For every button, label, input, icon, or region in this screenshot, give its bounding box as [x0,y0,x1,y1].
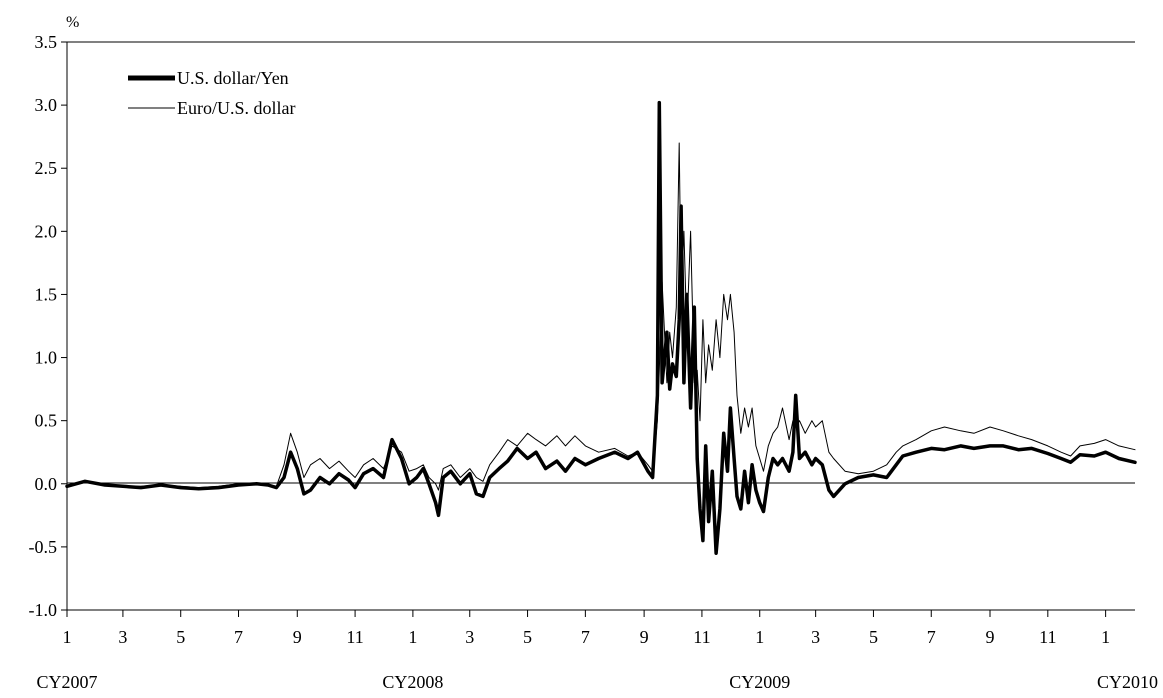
x-tick-label: 9 [293,627,302,647]
x-tick-label: 9 [986,627,995,647]
axes [66,41,1135,611]
y-tick-label: -0.5 [29,537,58,557]
y-tick-label: 0.0 [35,474,58,494]
y-axis-unit-label: % [66,14,79,31]
y-tick-label: 0.5 [35,411,58,431]
x-tick-label: 1 [408,627,417,647]
y-axis-ticks: -1.0 -0.5 0.0 0.5 1.0 1.5 2.0 2.5 3.0 3.5 [29,32,67,620]
y-tick-label: 2.5 [35,158,58,178]
x-tick-label: 11 [693,627,710,647]
legend: U.S. dollar/Yen Euro/U.S. dollar [128,68,296,118]
legend-label-usd-yen: U.S. dollar/Yen [177,68,289,88]
x-tick-label: 5 [523,627,532,647]
series-line-euro-usd [66,142,1136,491]
x-tick-label: 9 [640,627,649,647]
x-tick-label: 7 [927,627,936,647]
x-year-label: CY2007 [36,672,97,692]
y-tick-label: 3.0 [35,95,58,115]
series-layer [65,100,1137,555]
y-tick-label: 3.5 [35,32,58,52]
legend-label-euro-usd: Euro/U.S. dollar [177,98,296,118]
x-tick-label: 3 [811,627,820,647]
x-tick-label: 11 [1039,627,1056,647]
x-year-label: CY2010 [1097,672,1158,692]
x-year-label: CY2009 [729,672,790,692]
y-tick-label: 2.0 [35,221,58,241]
x-tick-label: 1 [755,627,764,647]
y-tick-label: 1.5 [35,284,58,304]
x-year-label: CY2008 [382,672,443,692]
series-line-usd-yen [65,100,1137,555]
x-tick-label: 5 [869,627,878,647]
y-tick-label: 1.0 [35,348,58,368]
x-tick-label: 7 [581,627,590,647]
y-tick-label: -1.0 [29,600,58,620]
x-tick-label: 11 [346,627,363,647]
x-tick-label: 3 [118,627,127,647]
x-tick-label: 1 [63,627,72,647]
x-tick-label: 5 [176,627,185,647]
x-tick-label: 3 [465,627,474,647]
x-tick-label: 1 [1101,627,1110,647]
x-tick-label: 7 [234,627,243,647]
